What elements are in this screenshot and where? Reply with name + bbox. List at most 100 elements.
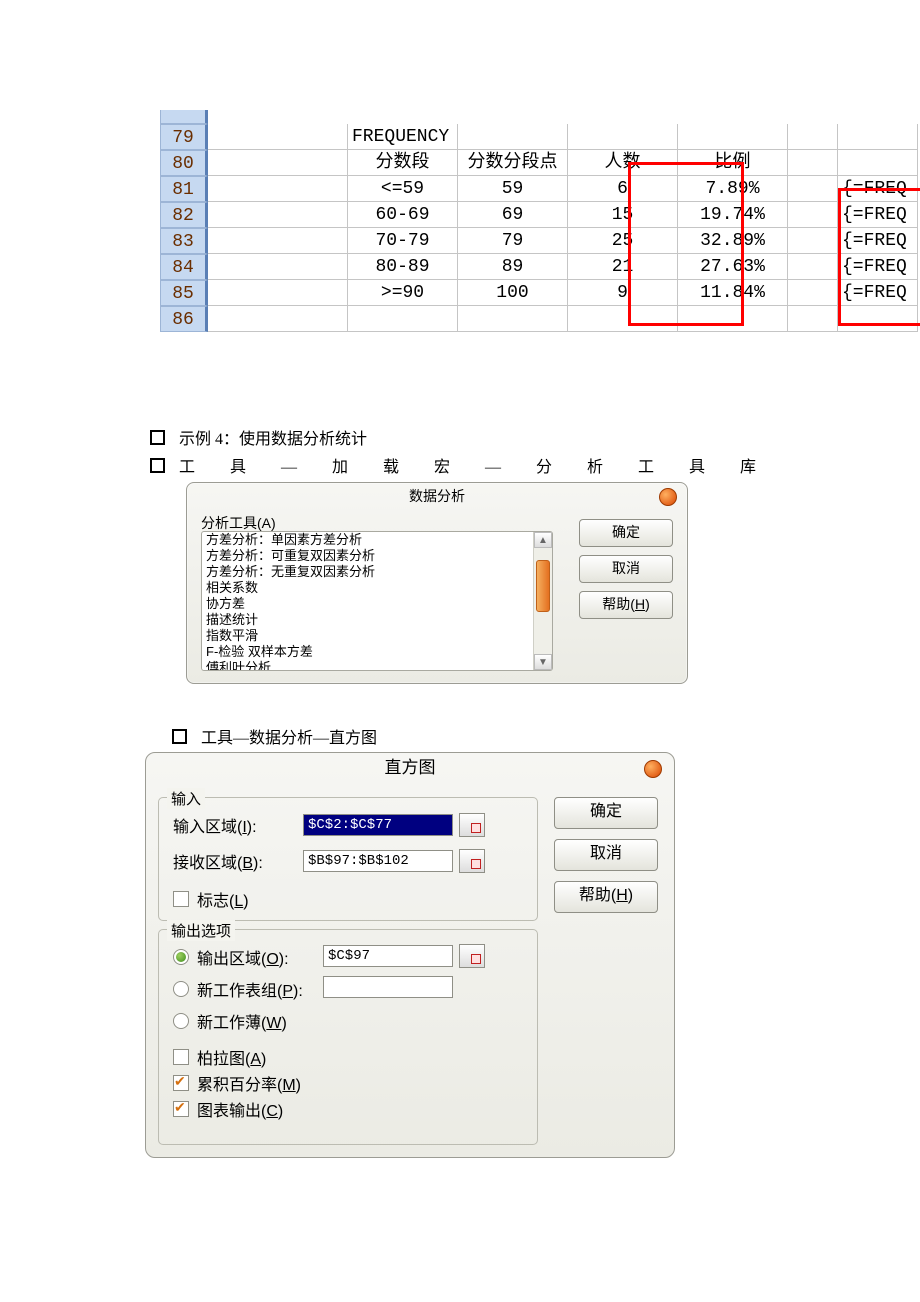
close-icon[interactable] [644,760,662,778]
analysis-tool-item[interactable]: 傅利叶分析 [202,660,552,671]
cell-blank[interactable] [838,306,918,332]
analysis-tool-item[interactable]: 方差分析：无重复双因素分析 [202,564,552,580]
cancel-button[interactable]: 取消 [554,839,658,871]
cell-pct[interactable]: 7.89% [678,176,788,202]
data-analysis-dialog: 数据分析 分析工具(A) 方差分析：单因素方差分析方差分析：可重复双因素分析方差… [186,482,688,684]
chart-output-checkbox[interactable] [173,1101,189,1117]
cell-range[interactable]: >=90 [348,280,458,306]
cell-blank[interactable] [788,228,838,254]
bullet-block: 示例 4：使用数据分析统计 工具—加载宏—分析工具库 [150,425,870,481]
cell-blank[interactable] [208,254,348,280]
range-picker-icon[interactable] [459,849,485,873]
help-button[interactable]: 帮助(H) [579,591,673,619]
new-sheet-field[interactable] [323,976,453,998]
cell-cutpoint[interactable]: 89 [458,254,568,280]
bin-range-label: 接收区域(B): [173,849,303,873]
analysis-tool-item[interactable]: F-检验 双样本方差 [202,644,552,660]
input-range-field[interactable]: $C$2:$C$77 [303,814,453,836]
cell-blank[interactable] [568,306,678,332]
cell-blank[interactable] [788,176,838,202]
ok-button[interactable]: 确定 [579,519,673,547]
cell-blank[interactable] [568,124,678,150]
cell-blank[interactable] [458,306,568,332]
cell-blank[interactable] [788,254,838,280]
scroll-thumb[interactable] [536,560,550,612]
cell-cutpoint[interactable]: 69 [458,202,568,228]
row-header: 85 [160,280,208,306]
cell-blank[interactable] [348,306,458,332]
cell-blank[interactable] [678,306,788,332]
scroll-up-icon[interactable]: ▲ [534,532,552,548]
cancel-button[interactable]: 取消 [579,555,673,583]
labels-checkbox[interactable] [173,891,189,907]
cell-pct[interactable]: 27.63% [678,254,788,280]
cell-range[interactable]: 80-89 [348,254,458,280]
analysis-tool-listbox[interactable]: 方差分析：单因素方差分析方差分析：可重复双因素分析方差分析：无重复双因素分析相关… [201,531,553,671]
bullet-example4: 示例 4：使用数据分析统计 [179,425,367,449]
cell-count[interactable]: 6 [568,176,678,202]
cell-count[interactable]: 25 [568,228,678,254]
cell-blank[interactable] [788,280,838,306]
cell-cutpoint[interactable]: 100 [458,280,568,306]
cell-formula[interactable]: {=FREQ [838,176,918,202]
range-picker-icon[interactable] [459,944,485,968]
analysis-tools-label: 分析工具(A) [201,513,276,533]
cell-frequency-label[interactable]: FREQUENCY [348,124,458,150]
cell-formula[interactable]: {=FREQ [838,254,918,280]
cell-formula[interactable]: {=FREQ [838,228,918,254]
cell-cutpoint[interactable]: 59 [458,176,568,202]
cell-cutpoint[interactable]: 79 [458,228,568,254]
cell-range[interactable]: 70-79 [348,228,458,254]
cell-blank[interactable] [208,124,348,150]
cell-blank[interactable] [208,280,348,306]
help-button[interactable]: 帮助(H) [554,881,658,913]
analysis-tool-item[interactable]: 指数平滑 [202,628,552,644]
cell-formula[interactable]: {=FREQ [838,280,918,306]
cell-blank[interactable] [458,124,568,150]
analysis-tool-item[interactable]: 方差分析：单因素方差分析 [202,532,552,548]
scrollbar[interactable]: ▲ ▼ [533,532,552,670]
cell-blank[interactable] [208,176,348,202]
cell-blank[interactable] [788,124,838,150]
cell-pct[interactable]: 11.84% [678,280,788,306]
output-range-field[interactable]: $C$97 [323,945,453,967]
cell-blank[interactable] [678,124,788,150]
input-range-label: 输入区域(I): [173,813,303,837]
cell-blank[interactable] [788,306,838,332]
cell-range[interactable]: 60-69 [348,202,458,228]
bin-range-field[interactable]: $B$97:$B$102 [303,850,453,872]
cell-blank[interactable] [208,228,348,254]
col-header-range[interactable]: 分数段 [348,150,458,176]
analysis-tool-item[interactable]: 相关系数 [202,580,552,596]
cell-blank[interactable] [838,124,918,150]
cell-blank[interactable] [788,202,838,228]
close-icon[interactable] [659,488,677,506]
analysis-tool-item[interactable]: 协方差 [202,596,552,612]
analysis-tool-item[interactable]: 描述统计 [202,612,552,628]
range-picker-icon[interactable] [459,813,485,837]
new-workbook-radio[interactable] [173,1013,189,1029]
cell-blank[interactable] [838,150,918,176]
cell-range[interactable]: <=59 [348,176,458,202]
cumulative-pct-checkbox[interactable] [173,1075,189,1091]
scroll-down-icon[interactable]: ▼ [534,654,552,670]
cell-formula[interactable]: {=FREQ [838,202,918,228]
cell-blank[interactable] [208,202,348,228]
cell-count[interactable]: 15 [568,202,678,228]
cell-blank[interactable] [208,306,348,332]
cell-pct[interactable]: 32.89% [678,228,788,254]
ok-button[interactable]: 确定 [554,797,658,829]
cell-blank[interactable] [208,150,348,176]
output-range-radio[interactable] [173,949,189,965]
cell-pct[interactable]: 19.74% [678,202,788,228]
cell-blank[interactable] [788,150,838,176]
col-header-count[interactable]: 人数 [568,150,678,176]
pareto-checkbox[interactable] [173,1049,189,1065]
cell-count[interactable]: 21 [568,254,678,280]
col-header-cutpoint[interactable]: 分数分段点 [458,150,568,176]
analysis-tool-item[interactable]: 方差分析：可重复双因素分析 [202,548,552,564]
col-header-ratio[interactable]: 比例 [678,150,788,176]
cell-count[interactable]: 9 [568,280,678,306]
bullet-icon [150,430,165,445]
new-sheet-radio[interactable] [173,981,189,997]
